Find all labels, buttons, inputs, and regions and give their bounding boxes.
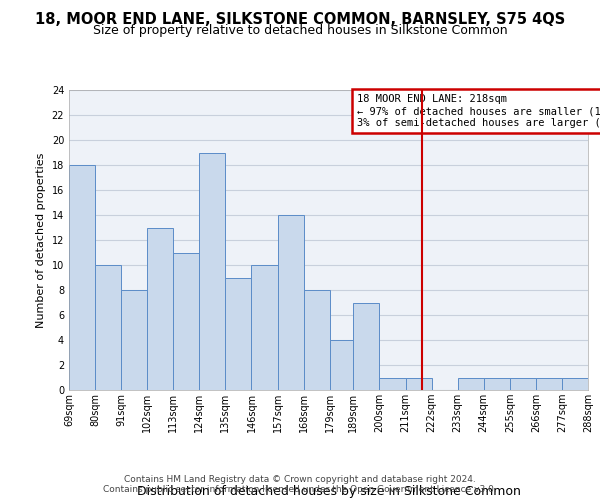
- Bar: [251, 265, 278, 390]
- Bar: [226, 278, 251, 390]
- Text: 18 MOOR END LANE: 218sqm
← 97% of detached houses are smaller (132)
3% of semi-d: 18 MOOR END LANE: 218sqm ← 97% of detach…: [357, 94, 600, 128]
- Bar: [536, 378, 562, 390]
- Text: Contains public sector information licensed under the Open Government Licence v3: Contains public sector information licen…: [103, 485, 497, 494]
- Y-axis label: Number of detached properties: Number of detached properties: [36, 152, 46, 328]
- Bar: [329, 340, 353, 390]
- Text: 18, MOOR END LANE, SILKSTONE COMMON, BARNSLEY, S75 4QS: 18, MOOR END LANE, SILKSTONE COMMON, BAR…: [35, 12, 565, 28]
- Bar: [562, 378, 588, 390]
- Bar: [353, 302, 379, 390]
- Bar: [199, 152, 226, 390]
- Bar: [458, 378, 484, 390]
- Bar: [173, 252, 199, 390]
- Bar: [69, 165, 95, 390]
- Bar: [147, 228, 173, 390]
- X-axis label: Distribution of detached houses by size in Silkstone Common: Distribution of detached houses by size …: [137, 485, 520, 498]
- Bar: [304, 290, 329, 390]
- Bar: [379, 378, 406, 390]
- Bar: [95, 265, 121, 390]
- Bar: [510, 378, 536, 390]
- Bar: [484, 378, 510, 390]
- Bar: [121, 290, 147, 390]
- Bar: [278, 215, 304, 390]
- Bar: [406, 378, 431, 390]
- Text: Contains HM Land Registry data © Crown copyright and database right 2024.: Contains HM Land Registry data © Crown c…: [124, 475, 476, 484]
- Text: Size of property relative to detached houses in Silkstone Common: Size of property relative to detached ho…: [92, 24, 508, 37]
